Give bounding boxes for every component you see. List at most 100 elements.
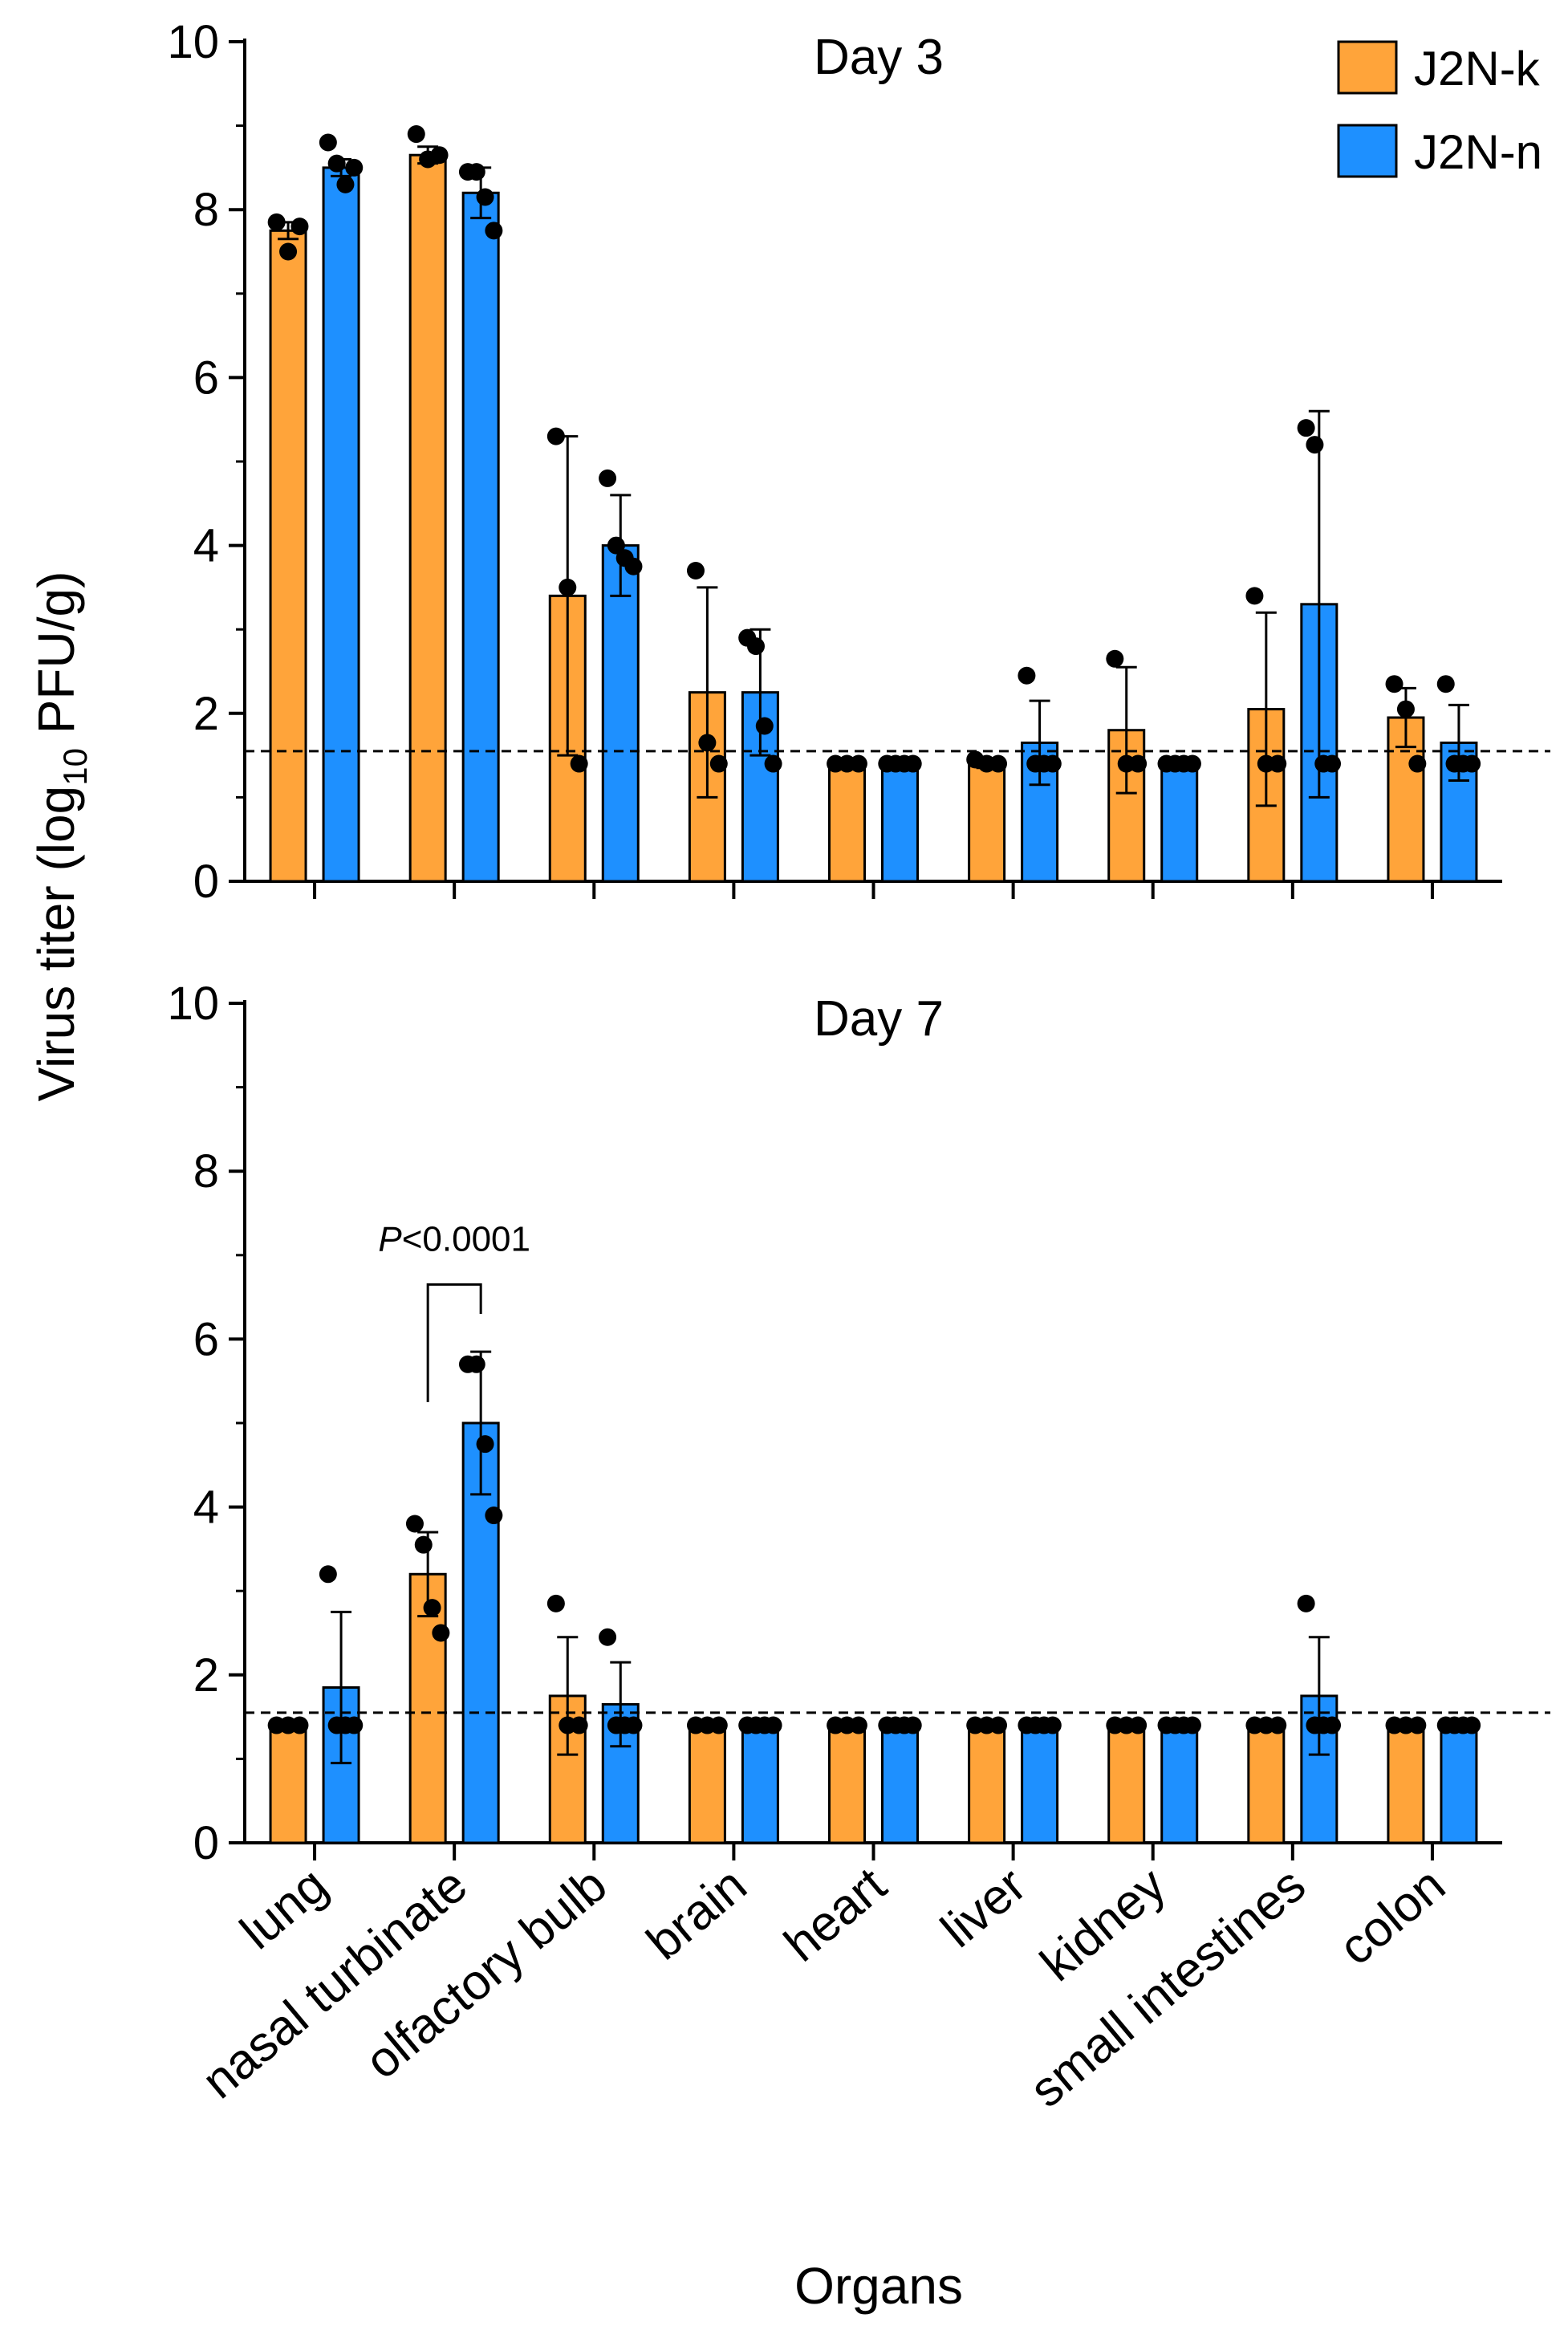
panel-title: Day 7 bbox=[814, 991, 944, 1047]
data-point-j2n-k bbox=[546, 1594, 565, 1612]
p-value-symbol: P bbox=[378, 1220, 402, 1259]
bar-j2n-k-brain bbox=[688, 1724, 726, 1844]
data-point-j2n-n bbox=[1043, 1716, 1062, 1734]
data-point-j2n-k bbox=[407, 125, 425, 144]
data-point-j2n-n bbox=[476, 1435, 494, 1454]
data-point-j2n-n bbox=[599, 1628, 617, 1646]
y-axis-title-main: Virus titer (log bbox=[27, 786, 85, 1102]
y-tick-label: 4 bbox=[193, 1482, 219, 1534]
panel-day-3: Day 3 0 2 4 6 8 10 bbox=[167, 16, 1550, 908]
data-point-j2n-n bbox=[1463, 1716, 1481, 1734]
bar-j2n-n-lung bbox=[322, 166, 360, 883]
bar-j2n-k-lung bbox=[269, 229, 307, 883]
category-label-colon: colon bbox=[1329, 1857, 1456, 1976]
legend-label-j2n-n: J2N-n bbox=[1414, 125, 1542, 179]
data-point-j2n-n bbox=[485, 222, 503, 240]
data-point-j2n-n bbox=[1183, 754, 1201, 773]
data-point-j2n-n bbox=[1323, 1716, 1342, 1734]
data-point-j2n-k bbox=[290, 1716, 309, 1734]
data-point-j2n-n bbox=[1043, 754, 1062, 773]
data-point-j2n-k bbox=[1408, 1716, 1427, 1734]
y-tick-label: 4 bbox=[193, 520, 219, 572]
category-label-liver: liver bbox=[931, 1857, 1036, 1958]
p-value-label: P<0.0001 bbox=[378, 1220, 530, 1259]
data-point-j2n-k bbox=[849, 1716, 867, 1734]
x-axis-title: Organs bbox=[794, 2257, 963, 2315]
data-point-j2n-k bbox=[423, 1599, 441, 1617]
y-axis-title-unit: PFU/g) bbox=[27, 571, 85, 748]
data-point-j2n-k bbox=[559, 578, 577, 596]
data-point-j2n-k bbox=[267, 213, 286, 231]
data-point-j2n-k bbox=[709, 754, 728, 773]
bar-j2n-k-lung bbox=[269, 1724, 307, 1844]
data-point-j2n-k bbox=[570, 1716, 588, 1734]
data-point-j2n-k bbox=[414, 1535, 433, 1554]
data-point-j2n-n bbox=[467, 1355, 485, 1373]
category-label-heart: heart bbox=[774, 1857, 897, 1973]
y-tick-label: 0 bbox=[193, 856, 219, 908]
bar-j2n-k-colon bbox=[1387, 1724, 1425, 1844]
category-label-lung: lung bbox=[230, 1857, 338, 1960]
data-point-j2n-n bbox=[476, 188, 494, 206]
data-point-j2n-n bbox=[904, 754, 922, 773]
data-point-j2n-n bbox=[345, 158, 364, 177]
data-point-j2n-k bbox=[1396, 700, 1415, 718]
bar-j2n-k-heart bbox=[828, 762, 866, 883]
data-point-j2n-k bbox=[432, 1624, 450, 1642]
bar-j2n-n-nasal-turbinate bbox=[461, 191, 500, 883]
bar-j2n-n-olfactory-bulb bbox=[601, 544, 640, 883]
y-tick-label: 6 bbox=[193, 352, 219, 404]
bar-j2n-n-heart bbox=[881, 762, 919, 883]
data-point-j2n-k bbox=[1269, 754, 1287, 773]
y-tick-label: 8 bbox=[193, 1145, 219, 1198]
bar-j2n-k-nasal-turbinate bbox=[408, 1572, 447, 1844]
data-point-j2n-n bbox=[764, 1716, 782, 1734]
y-tick-label: 10 bbox=[167, 978, 219, 1030]
legend-label-j2n-k: J2N-k bbox=[1414, 42, 1541, 96]
significance-bracket bbox=[426, 1283, 482, 1402]
data-point-j2n-k bbox=[686, 561, 705, 579]
data-point-j2n-k bbox=[430, 146, 449, 165]
data-point-j2n-k bbox=[709, 1716, 728, 1734]
data-point-j2n-k bbox=[1129, 754, 1148, 773]
data-point-j2n-k bbox=[1106, 649, 1124, 668]
y-tick-label: 8 bbox=[193, 184, 219, 236]
data-point-j2n-n bbox=[1297, 1594, 1315, 1612]
data-point-j2n-n bbox=[1297, 419, 1315, 437]
data-point-j2n-n bbox=[1323, 754, 1342, 773]
category-label-brain: brain bbox=[636, 1857, 757, 1970]
y-axis-title-subscript: 10 bbox=[56, 748, 94, 786]
data-point-j2n-n bbox=[607, 536, 625, 555]
legend-swatch-j2n-k bbox=[1337, 40, 1398, 95]
bar-j2n-n-liver bbox=[1021, 1724, 1059, 1844]
bar-j2n-n-heart bbox=[881, 1724, 919, 1844]
data-point-j2n-n bbox=[755, 717, 774, 735]
data-point-j2n-k bbox=[405, 1515, 424, 1533]
bar-j2n-n-colon bbox=[1440, 1724, 1478, 1844]
panel-title: Day 3 bbox=[814, 30, 944, 85]
bar-j2n-n-kidney bbox=[1160, 1724, 1199, 1844]
data-point-j2n-n bbox=[746, 637, 765, 656]
data-point-j2n-k bbox=[279, 242, 298, 261]
bar-j2n-k-liver bbox=[968, 762, 1006, 883]
data-point-j2n-n bbox=[467, 163, 485, 181]
data-point-j2n-n bbox=[1183, 1716, 1201, 1734]
y-tick-label: 2 bbox=[193, 688, 219, 740]
data-point-j2n-k bbox=[290, 218, 309, 236]
data-point-j2n-n bbox=[327, 154, 346, 173]
data-point-j2n-k bbox=[1269, 1716, 1287, 1734]
data-point-j2n-n bbox=[336, 175, 355, 193]
legend: J2N-k J2N-n bbox=[1337, 40, 1542, 179]
data-point-j2n-k bbox=[570, 754, 588, 773]
data-point-j2n-k bbox=[698, 734, 717, 752]
data-point-j2n-n bbox=[764, 754, 782, 773]
y-tick-label: 2 bbox=[193, 1649, 219, 1702]
data-point-j2n-n bbox=[485, 1507, 503, 1525]
data-point-j2n-n bbox=[319, 1565, 337, 1584]
p-value-number: <0.0001 bbox=[402, 1220, 530, 1259]
data-point-j2n-k bbox=[546, 427, 565, 445]
data-point-j2n-n bbox=[1306, 436, 1324, 454]
data-point-j2n-n bbox=[345, 1716, 364, 1734]
bar-j2n-k-nasal-turbinate bbox=[408, 153, 447, 883]
